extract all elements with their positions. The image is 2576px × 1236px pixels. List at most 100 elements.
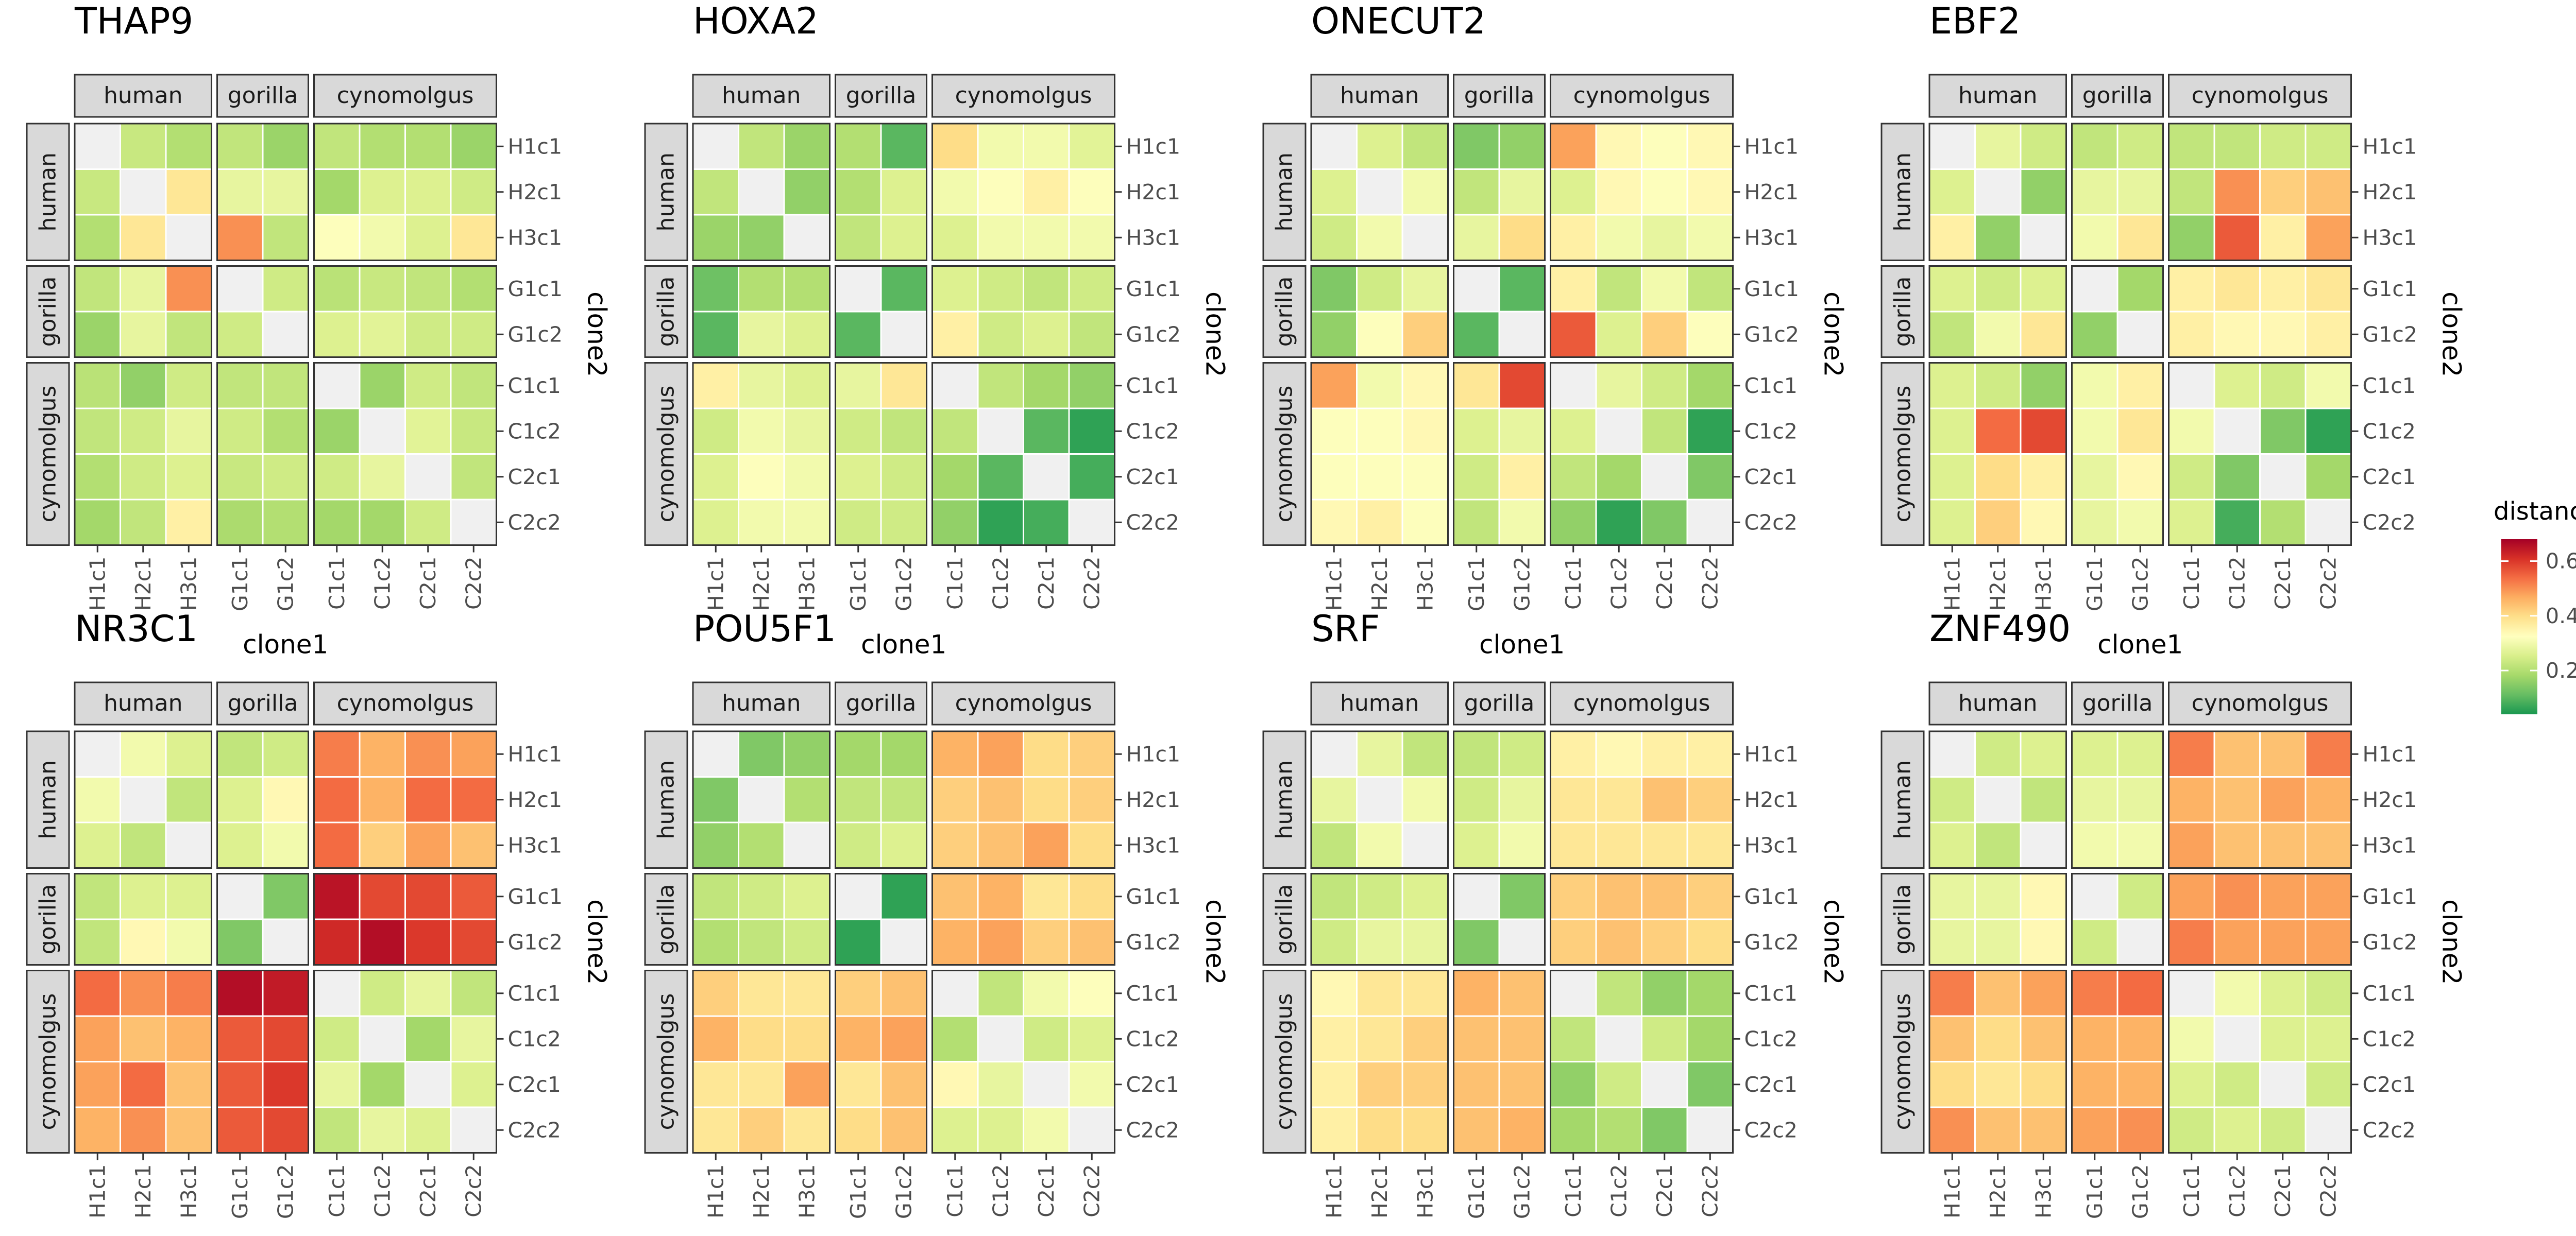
heatmap-cell [1688,215,1732,260]
heatmap-cell [2021,500,2065,544]
heatmap-cell [75,364,120,408]
heatmap-cell [836,215,880,260]
heatmap-cell [978,170,1023,214]
heatmap-cell [1930,215,1974,260]
heatmap-cell [2118,267,2162,311]
y-tick-label: H1c1 [1744,134,1799,159]
heatmap-cell [1403,1108,1447,1152]
heatmap-cell [978,215,1023,260]
heatmap-cell [75,778,120,822]
heatmap-cell [693,500,738,544]
heatmap-cell [836,170,880,214]
heatmap-cell [785,364,829,408]
heatmap-cell [1930,920,1974,964]
x-tick-label: C2c2 [1079,557,1104,610]
heatmap-cell [1024,920,1069,964]
heatmap-cell [1642,778,1687,822]
heatmap-cell [1642,971,1687,1016]
heatmap-cell [2118,920,2162,964]
heatmap-cell [1688,267,1732,311]
heatmap-cell [2021,1017,2065,1061]
heatmap-cell [2170,455,2214,499]
heatmap-cell [2215,1062,2259,1107]
strip-top [835,681,927,726]
heatmap-cell [406,1062,450,1107]
heatmap-cell [693,267,738,311]
heatmap-cell [1976,267,2020,311]
heatmap-cell [1070,455,1114,499]
heatmap-cell [2170,267,2214,311]
strip-left-label: cynomolgus [1272,386,1298,523]
y-tick-label: H3c1 [1744,225,1799,250]
strip-left-label: cynomolgus [1272,993,1298,1130]
heatmap-cell [2261,1017,2305,1061]
heatmap-cell [1930,364,1974,408]
heatmap-cell [1551,215,1596,260]
heatmap-cell [1551,124,1596,168]
heatmap-cell [75,455,120,499]
x-tick-label: C1c1 [325,1164,349,1217]
heatmap-cell [75,823,120,867]
heatmap-cell [1500,500,1544,544]
x-tick-label: G1c2 [891,557,916,611]
heatmap-cell [75,1062,120,1107]
heatmap-cell [406,215,450,260]
heatmap-cell [1358,409,1402,453]
heatmap-cell [1642,920,1687,964]
heatmap-cell [1403,215,1447,260]
heatmap-cell [2073,124,2117,168]
heatmap-cell [451,455,496,499]
heatmap-cell [933,312,977,356]
heatmap-cell [739,971,784,1016]
heatmap-cell [2215,874,2259,919]
heatmap-cell [1070,364,1114,408]
heatmap-cell [1597,500,1641,544]
heatmap-cell [1551,874,1596,919]
facet-border [931,265,1115,358]
heatmap-cell [1403,170,1447,214]
heatmap-cell [1500,874,1544,919]
heatmap-cell [785,920,829,964]
heatmap-cell [1688,1108,1732,1152]
heatmap-cell [121,1108,165,1152]
heatmap-cell [1024,170,1069,214]
strip-left [644,123,688,261]
strip-top [2071,681,2164,726]
heatmap-cell [1551,823,1596,867]
heatmap-cell [1976,455,2020,499]
heatmap-cell [2118,971,2162,1016]
heatmap-cell [218,267,262,311]
heatmap-cell [1024,823,1069,867]
heatmap-cell [1024,1108,1069,1152]
heatmap-cell [933,364,977,408]
y-tick-label: C1c2 [508,1026,561,1051]
heatmap-cell [406,874,450,919]
heatmap-cell [785,778,829,822]
strip-top [1310,681,1449,726]
y-tick-label: G1c1 [1126,884,1181,909]
heatmap-cell [166,215,211,260]
facet-border [216,970,309,1154]
heatmap-cell [1454,1017,1499,1061]
strip-top [931,74,1115,118]
heatmap-cell [1403,312,1447,356]
y-tick-label: H1c1 [2363,742,2417,766]
panel-title: EBF2 [1929,0,2021,42]
panel-nr3c1: NR3C1 human gorilla cynomolgus human gorilla c… [26,608,612,1219]
facet-border [1453,730,1546,869]
heatmap-cell [2170,215,2214,260]
y-tick-label: C2c1 [2363,1072,2416,1097]
heatmap-cell [166,920,211,964]
heatmap-cell [315,124,359,168]
heatmap-cell [1688,823,1732,867]
heatmap-cell [693,778,738,822]
heatmap-cell [218,732,262,776]
heatmap-cell [2021,215,2065,260]
heatmap-cell [882,267,926,311]
strip-left [1262,730,1307,869]
heatmap-cell [785,971,829,1016]
heatmap-cell [1551,267,1596,311]
heatmap-cell [1312,215,1356,260]
heatmap-cell [2021,1108,2065,1152]
x-tick-label: G1c1 [2082,1164,2107,1219]
